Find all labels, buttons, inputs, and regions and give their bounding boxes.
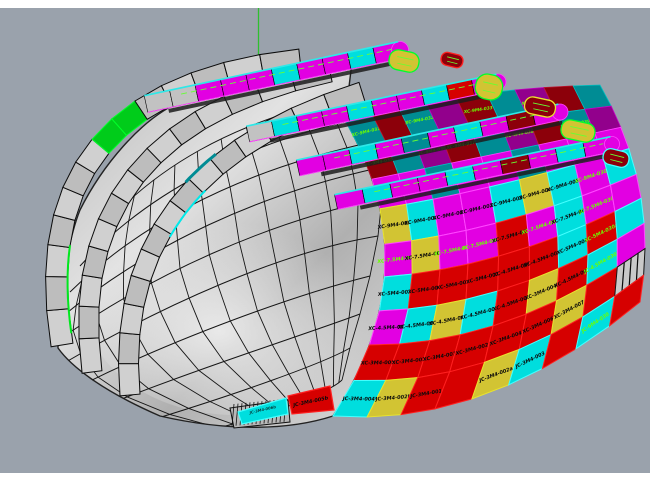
strip-shadow — [168, 59, 403, 113]
frame-band-cell[interactable] — [45, 275, 70, 312]
plate-frame-line — [628, 258, 632, 287]
tab-mark — [447, 56, 459, 61]
tab-mark — [570, 126, 589, 131]
panel-label: XC-9M4-032 — [404, 115, 435, 127]
flange-tab-body — [388, 49, 420, 73]
tab-mark — [533, 108, 548, 113]
band-edge-highlight — [184, 153, 217, 184]
keel-stripe — [235, 403, 239, 426]
strip-bottom-edge — [249, 89, 500, 143]
tab-mark — [570, 132, 587, 137]
hull-transverse-edge — [272, 117, 326, 391]
frame-band-cell[interactable] — [45, 244, 71, 278]
flange-tab[interactable] — [559, 118, 596, 144]
hull-transverse-edge — [245, 127, 317, 396]
tab-mark — [482, 89, 496, 94]
deck-strip[interactable] — [143, 40, 409, 113]
bottom-panel[interactable] — [237, 397, 289, 425]
keel-stripe — [231, 403, 235, 427]
tab-mark — [610, 159, 623, 163]
plate-frame-line — [621, 262, 625, 292]
flange-tab[interactable] — [523, 95, 557, 118]
flange-tabs — [387, 48, 630, 169]
panel-label: XC-5M4-002b — [377, 289, 416, 298]
flange-tab[interactable] — [387, 48, 421, 74]
flange-tab-body — [440, 51, 464, 69]
strip-top-edge — [334, 135, 611, 196]
plate-frame-line — [635, 253, 639, 281]
tab-mark — [610, 153, 625, 158]
flange-tab-body — [474, 73, 504, 101]
hull-longitudinal-edge — [65, 235, 379, 363]
strip-weld-marks — [180, 48, 392, 95]
strip-bottom-edge — [337, 150, 614, 210]
panel-label: JC-3M4-004b — [342, 396, 379, 403]
panel-label: XC-9M4-003b — [376, 219, 415, 231]
hull-longitudinal-edge — [157, 347, 351, 419]
hull-transverse-edge — [301, 108, 335, 387]
tab-mark — [532, 102, 550, 107]
panel-label: XC-7.5M4-002b — [376, 254, 421, 265]
frame-band-cell[interactable] — [78, 305, 100, 340]
frame-band-cell[interactable] — [119, 302, 145, 336]
strip-bottom-edge — [147, 57, 402, 113]
strip-shadow — [269, 90, 501, 143]
hull-transverse-edge — [149, 179, 264, 416]
plate-panel-quilt: XC-9M4-031XC-9M4-032XC-9M4-033XC-9M4-034… — [332, 84, 646, 418]
strip-weld-marks — [282, 80, 491, 125]
strip-top-edge — [296, 103, 559, 162]
flange-tab-body — [602, 147, 630, 169]
panel-label: XC-4.5M4-002b — [367, 324, 411, 332]
tab-mark — [447, 60, 458, 65]
band-edge-highlight — [66, 245, 73, 334]
tab-mark — [397, 56, 414, 61]
panel-label: XC-9M4-038 — [504, 129, 535, 140]
hull-transverse-edge — [220, 138, 305, 401]
strip-shadow — [359, 152, 615, 210]
deck-strip[interactable] — [334, 135, 620, 210]
hull-transverse-edge — [327, 101, 359, 383]
strip-weld-marks — [374, 143, 604, 193]
flange-tab[interactable] — [601, 147, 630, 169]
tab-mark — [483, 81, 498, 86]
strip-bottom-edge — [299, 119, 562, 177]
strip-shadow — [320, 120, 563, 177]
quilt-panel[interactable] — [608, 274, 645, 327]
frame-band-cell[interactable] — [117, 332, 141, 365]
tab-mark — [397, 62, 412, 67]
band-edge-highlight — [168, 189, 207, 238]
panel-label: JC-3M4-006b — [248, 404, 277, 415]
panel-label: JC-3M4-002b — [374, 394, 411, 403]
panel-label: XC-5M4-001 — [407, 285, 442, 296]
panel-label: XC-3M4-005 — [360, 360, 395, 367]
frame-band-cell[interactable] — [78, 274, 103, 308]
strip-top-edge — [144, 40, 399, 97]
panel-label: XC-4.5M4-002a — [397, 320, 442, 331]
strip-weld-marks — [334, 111, 552, 159]
frame-bottom — [0, 473, 650, 488]
frame-band-cell[interactable] — [78, 337, 103, 374]
frame-band-cell[interactable] — [117, 363, 141, 397]
flange-tab[interactable] — [440, 51, 464, 69]
hull-longitudinal-edge — [113, 313, 361, 403]
frame-top — [0, 0, 650, 8]
flange-tab[interactable] — [473, 72, 505, 102]
panel-label: XC-3M4-003 — [391, 357, 427, 367]
panel-label: XC-9M4-033 — [463, 105, 494, 115]
strip-top-edge — [246, 73, 497, 127]
panel-label: JC-3M4-001 — [409, 388, 443, 400]
bottom-panel[interactable] — [287, 385, 335, 415]
